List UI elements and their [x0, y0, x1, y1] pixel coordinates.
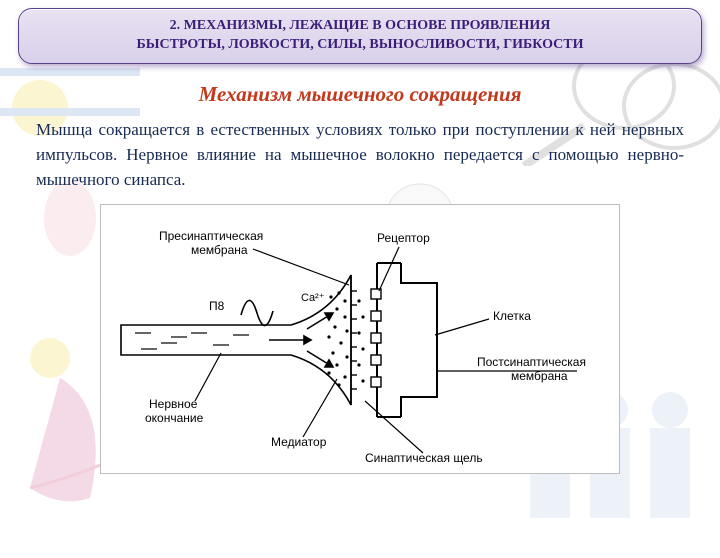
label-cell: Клетка	[493, 309, 531, 323]
label-presyn: Пресинаптическая	[159, 229, 263, 243]
header-line-1: 2. МЕХАНИЗМЫ, ЛЕЖАЩИЕ В ОСНОВЕ ПРОЯВЛЕНИ…	[33, 17, 687, 36]
header-line-2: БЫСТРОТЫ, ЛОВКОСТИ, СИЛЫ, ВЫНОСЛИВОСТИ, …	[33, 36, 687, 55]
label-postsyn1: Постсинаптическая	[477, 355, 586, 369]
label-mediator: Медиатор	[271, 435, 326, 449]
label-cleft: Синаптическая щель	[365, 451, 483, 465]
label-memb1: мембрана	[191, 243, 248, 257]
subtitle: Механизм мышечного сокращения	[0, 82, 720, 107]
label-ca: Ca²⁺	[301, 291, 325, 304]
label-nerve1: Нервное	[149, 397, 197, 411]
synapse-diagram: Пресинаптическая мембрана Рецептор П8 Ca…	[100, 204, 620, 474]
section-header: 2. МЕХАНИЗМЫ, ЛЕЖАЩИЕ В ОСНОВЕ ПРОЯВЛЕНИ…	[18, 8, 702, 64]
synapse-svg	[101, 205, 621, 475]
label-p8: П8	[209, 299, 224, 313]
body-paragraph: Мышца сокращается в естественных условия…	[36, 117, 684, 192]
label-postsyn2: мембрана	[511, 369, 568, 383]
label-receptor: Рецептор	[377, 231, 430, 245]
label-nerve2: окончание	[145, 411, 203, 425]
